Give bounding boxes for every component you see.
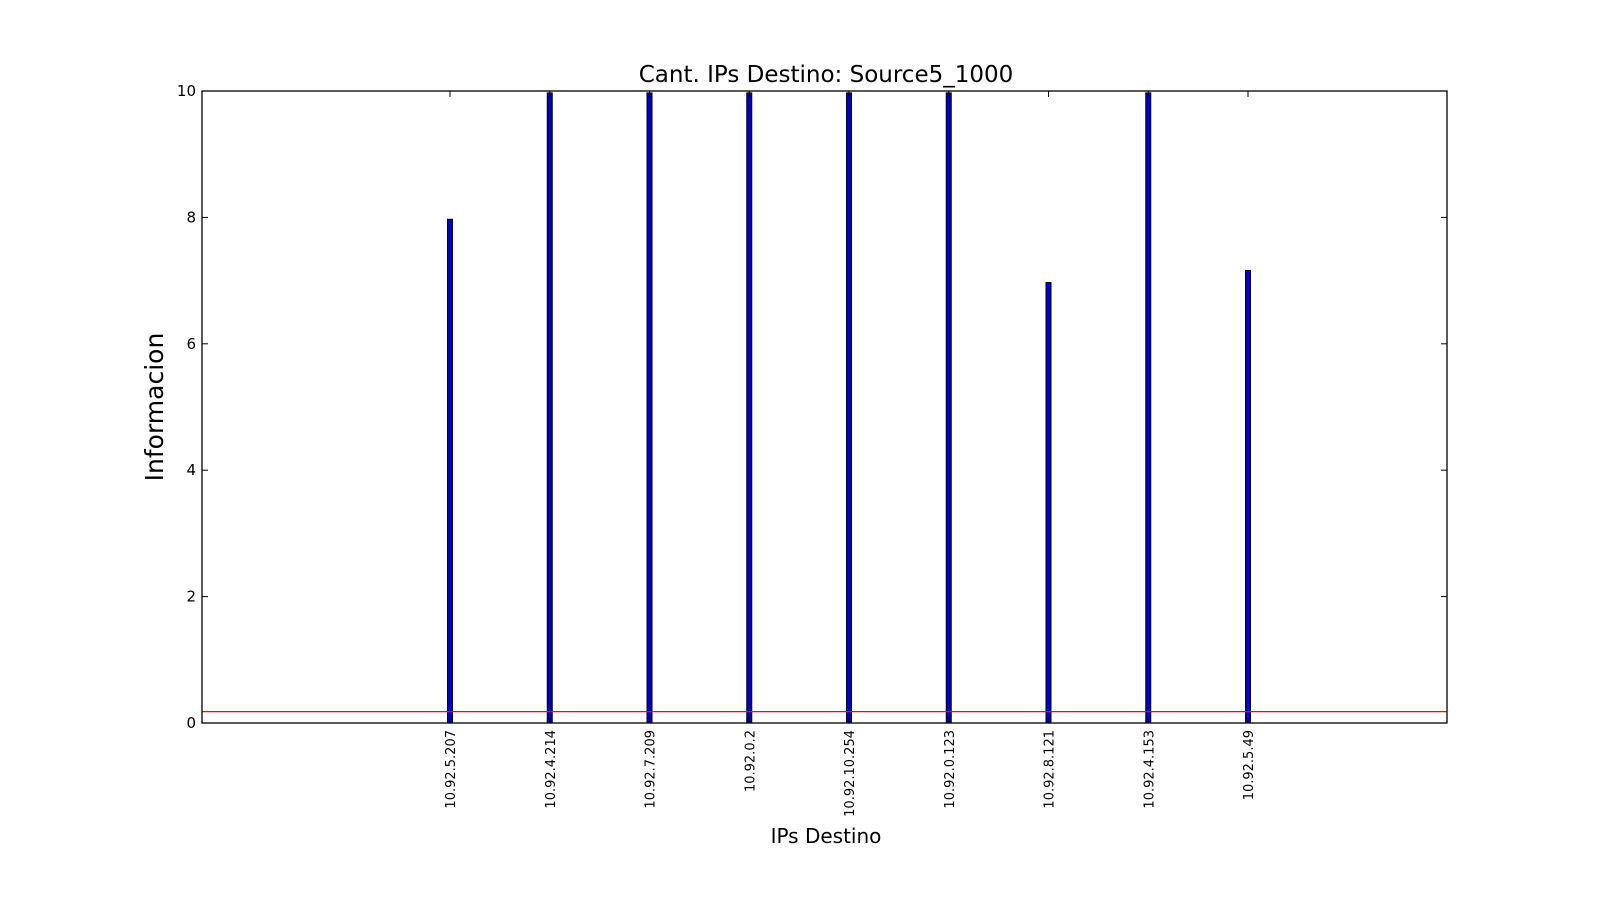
bar [546,92,553,724]
y-tick-label: 10 [177,82,196,100]
x-tick-label: 10.92.7.209 [644,730,659,809]
bar [447,218,453,724]
x-tick-label: 10.92.8.121 [1043,730,1058,809]
y-axis-label: Informacion [140,333,169,482]
chart-title: Cant. IPs Destino: Source5_1000 [639,62,1014,88]
y-tick-label: 0 [186,714,196,732]
bar [1145,92,1152,724]
bar [945,92,952,724]
x-tick-label: 10.92.5.207 [444,730,459,809]
y-tick-label: 2 [186,588,196,606]
bar [1045,281,1052,724]
axes-frame [201,90,1448,724]
bar [746,92,753,724]
bar [846,92,852,724]
x-tick-label: 10.92.0.2 [743,730,758,792]
bar [646,92,653,724]
y-tick-label: 8 [186,208,196,226]
y-tick-label: 6 [186,335,196,353]
y-tick-label: 4 [186,461,196,479]
plot-area: 0 2 4 6 8 10 10.92.5.207 10.92.4.214 10.92.7.209… [177,82,1447,817]
x-tick-label: 10.92.4.214 [544,730,559,809]
x-tick-label: 10.92.4.153 [1142,730,1157,809]
x-tick-label: 10.92.10.254 [843,730,858,817]
x-tick-label: 10.92.0.123 [943,730,958,809]
x-axis-label: IPs Destino [771,824,882,848]
bar [1245,269,1251,724]
x-tick-label: 10.92.5.49 [1242,730,1257,800]
